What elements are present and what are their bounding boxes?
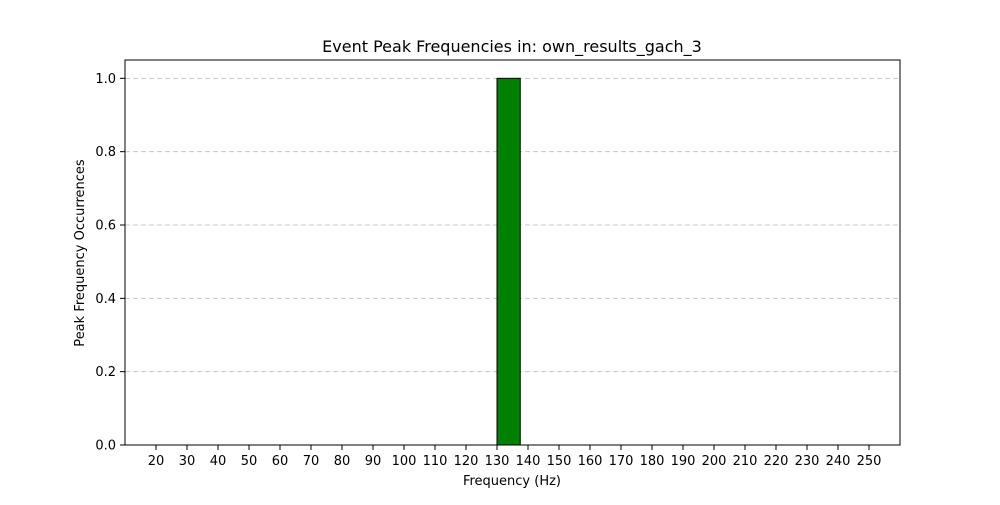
x-tick-label: 230 (795, 454, 820, 469)
x-tick-label: 170 (609, 454, 634, 469)
x-tick-label: 240 (826, 454, 851, 469)
x-tick-label: 20 (148, 454, 165, 469)
x-tick-label: 100 (392, 454, 417, 469)
bar (496, 77, 521, 446)
x-tick-label: 110 (423, 454, 448, 469)
x-tick-label: 190 (671, 454, 696, 469)
y-tick-label: 1.0 (95, 72, 116, 87)
x-tick-label: 150 (547, 454, 572, 469)
x-axis-label: Frequency (Hz) (463, 474, 561, 489)
x-tick-label: 140 (516, 454, 541, 469)
x-tick-label: 30 (179, 454, 196, 469)
x-tick-label: 210 (733, 454, 758, 469)
x-axis-ticks: 20 30 40 50 60 70 80 90 100 110 120 130 140 150 160 170… (148, 445, 882, 469)
x-tick-label: 220 (764, 454, 789, 469)
x-tick-label: 180 (640, 454, 665, 469)
x-tick-label: 40 (210, 454, 227, 469)
y-tick-label: 0.8 (95, 145, 116, 160)
x-tick-label: 60 (272, 454, 289, 469)
x-tick-label: 160 (578, 454, 603, 469)
x-tick-label: 250 (857, 454, 882, 469)
x-tick-label: 200 (702, 454, 727, 469)
plot-frame (124, 59, 901, 446)
x-tick-label: 50 (241, 454, 258, 469)
y-tick-label: 0.2 (95, 365, 116, 380)
y-tick-label: 0.0 (95, 439, 116, 454)
x-tick-label: 130 (485, 454, 510, 469)
x-tick-label: 70 (303, 454, 320, 469)
x-tick-label: 120 (454, 454, 479, 469)
x-tick-label: 90 (365, 454, 382, 469)
bars (496, 77, 521, 446)
chart-title: Event Peak Frequencies in: own_results_g… (322, 37, 702, 57)
x-tick-label: 80 (334, 454, 351, 469)
y-tick-label: 0.6 (95, 219, 116, 234)
y-tick-label: 0.4 (95, 292, 116, 307)
y-axis-label: Peak Frequency Occurrences (73, 159, 88, 347)
y-axis-ticks: 0.0 0.2 0.4 0.6 0.8 1.0 (95, 72, 125, 454)
